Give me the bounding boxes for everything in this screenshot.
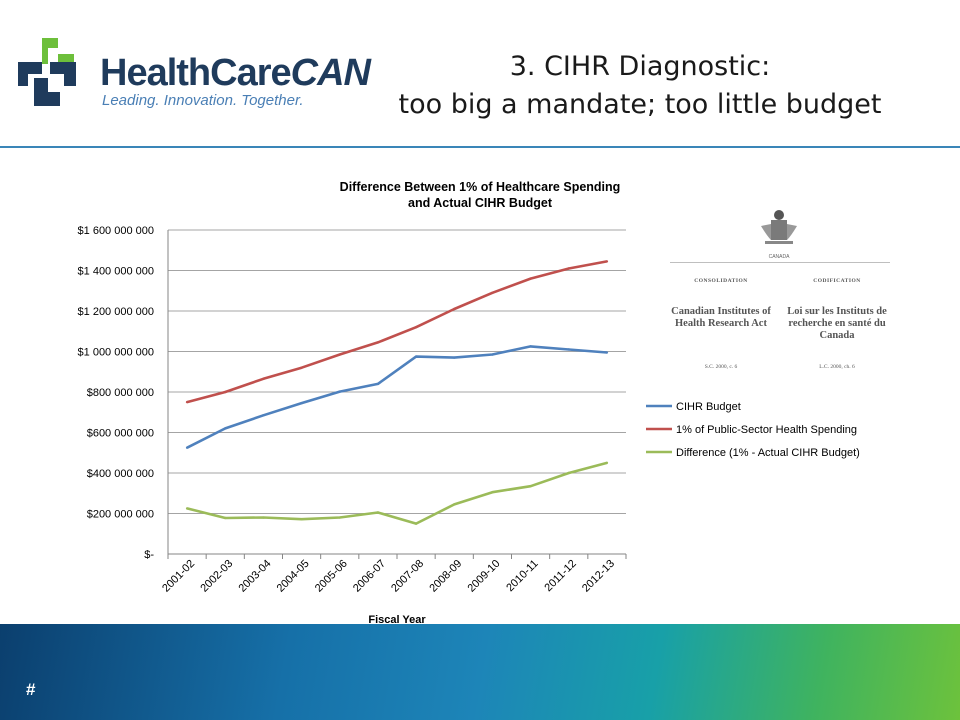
series-line-0 — [186, 345, 608, 449]
footer-band — [0, 624, 960, 720]
coat-of-arms-icon — [761, 210, 797, 244]
x-tick-label: 2012-13 — [580, 558, 617, 595]
data-point — [338, 390, 341, 393]
act-document-image: CANADA CONSOLIDATION CODIFICATION Canadi… — [665, 206, 893, 376]
y-tick-label: $1 200 000 000 — [78, 306, 154, 318]
x-tick-label: 2006-07 — [351, 558, 388, 595]
data-point — [262, 377, 265, 381]
header-divider — [0, 146, 960, 148]
data-point — [414, 355, 418, 358]
data-point — [605, 351, 609, 354]
data-point — [453, 307, 456, 311]
data-point — [300, 517, 303, 521]
x-tick-label: 2011-12 — [542, 558, 578, 594]
data-point — [338, 353, 341, 356]
doc-rule — [670, 262, 890, 263]
y-tick-label: $600 000 000 — [87, 428, 154, 440]
y-tick-label: $1 600 000 000 — [78, 225, 154, 237]
data-point — [224, 390, 227, 394]
data-point — [453, 356, 456, 359]
doc-left-citation: S.C. 2000, c. 6 — [704, 364, 738, 370]
chart-legend: CIHR Budget 1% of Public-Sector Health Sp… — [646, 401, 860, 459]
x-axis-title: Fiscal Year — [368, 614, 426, 626]
y-axis-ticks: $- $200 000 000 $400 000 000 $600 000 000 $8… — [78, 225, 155, 561]
doc-left-title: Canadian Institutes of Health Research A… — [671, 306, 771, 329]
legend-label: CIHR Budget — [676, 401, 741, 413]
x-tick-label: 2001-02 — [160, 558, 197, 595]
data-point — [376, 341, 380, 344]
data-point — [224, 427, 227, 430]
chart-series — [185, 260, 609, 525]
x-tick-label: 2007-08 — [389, 558, 426, 595]
x-tick-label: 2003-04 — [237, 558, 274, 595]
series-line-1 — [186, 260, 608, 404]
y-tick-label: $- — [144, 549, 154, 561]
x-tick-label: 2002-03 — [198, 558, 235, 595]
data-point — [185, 446, 189, 449]
data-point — [414, 522, 418, 525]
data-point — [376, 511, 380, 514]
page-number: # — [26, 680, 36, 699]
logo-tagline: Leading. Innovation. Together. — [102, 92, 304, 109]
logo-wordmark: HealthCareCAN — [100, 52, 371, 94]
data-point — [567, 267, 570, 270]
y-tick-label: $400 000 000 — [87, 468, 154, 480]
doc-right-heading: CODIFICATION — [813, 278, 861, 284]
healthcarecan-logo: HealthCareCAN Leading. Innovation. Toget… — [14, 34, 371, 114]
budget-line-chart: Difference Between 1% of Healthcare Spen… — [78, 180, 860, 626]
data-point — [567, 348, 570, 351]
x-tick-label: 2004-05 — [275, 558, 312, 595]
chart-title-line2: and Actual CIHR Budget — [408, 196, 553, 210]
data-point — [491, 291, 494, 294]
slide-title-line2: too big a mandate; too little budget — [398, 89, 882, 120]
chart-title-line1: Difference Between 1% of Healthcare Spen… — [340, 180, 621, 194]
data-point — [567, 471, 570, 475]
doc-right-citation: L.C. 2000, ch. 6 — [819, 364, 855, 370]
data-point — [414, 326, 418, 329]
data-point — [300, 401, 303, 405]
doc-right-title: Loi sur les Instituts de recherche en sa… — [787, 306, 887, 341]
data-point — [185, 507, 189, 510]
x-tick-label: 2005-06 — [313, 558, 350, 595]
doc-left-heading: CONSOLIDATION — [694, 278, 748, 284]
data-point — [262, 414, 265, 417]
data-point — [529, 345, 532, 348]
x-axis-ticks: 2001-02 2002-03 2003-04 2004-05 2005-06 2006-… — [160, 554, 627, 595]
x-tick-label: 2010-11 — [504, 558, 540, 594]
data-point — [605, 260, 609, 263]
data-point — [529, 277, 532, 280]
data-point — [300, 366, 303, 369]
series-line-2 — [186, 461, 608, 525]
data-point — [605, 461, 609, 465]
data-point — [338, 516, 341, 519]
y-tick-label: $1 400 000 000 — [78, 266, 154, 278]
x-tick-label: 2008-09 — [427, 558, 464, 595]
slide-title-line1: 3. CIHR Diagnostic: — [509, 51, 771, 82]
data-point — [185, 400, 189, 404]
data-point — [376, 382, 380, 386]
data-point — [262, 516, 265, 519]
slide-title: 3. CIHR Diagnostic: too big a mandate; t… — [330, 48, 950, 124]
doc-country-label: CANADA — [768, 254, 790, 260]
data-point — [529, 484, 532, 488]
legend-label: Difference (1% - Actual CIHR Budget) — [676, 447, 860, 459]
chart-gridlines — [168, 229, 626, 514]
data-point — [491, 353, 494, 356]
cross-logo-icon — [18, 38, 76, 106]
y-tick-label: $1 000 000 000 — [78, 347, 154, 359]
data-point — [491, 491, 494, 494]
x-tick-label: 2009-10 — [466, 558, 503, 595]
data-point — [453, 503, 456, 506]
legend-label: 1% of Public-Sector Health Spending — [676, 424, 857, 436]
y-tick-label: $200 000 000 — [87, 509, 154, 521]
data-point — [224, 516, 227, 520]
y-tick-label: $800 000 000 — [87, 387, 154, 399]
